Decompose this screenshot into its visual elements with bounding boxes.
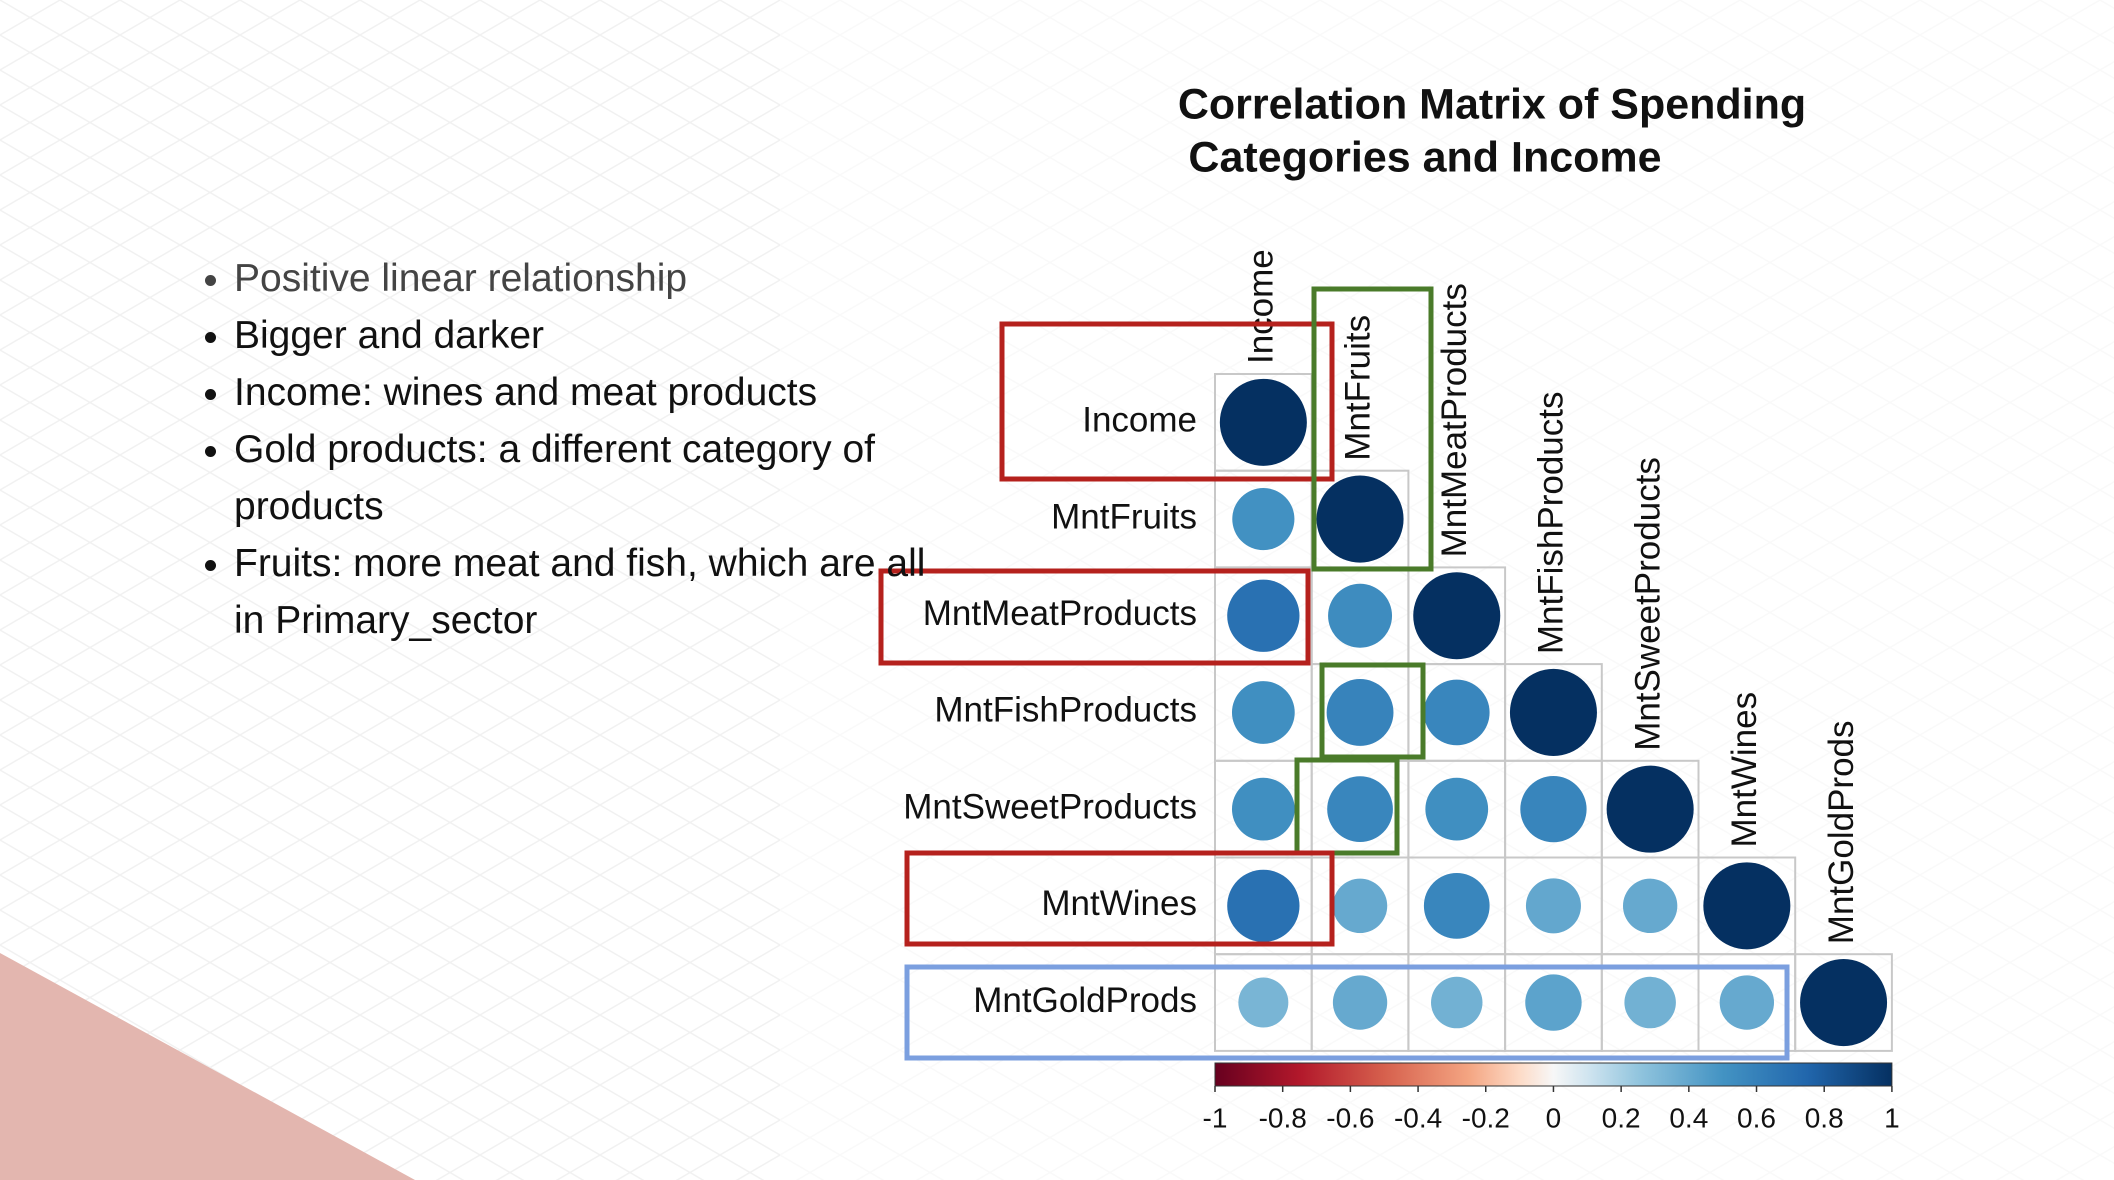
correlation-circle [1423,872,1490,939]
correlation-circle [1327,776,1393,843]
colorbar-tick-label: -0.6 [1326,1102,1374,1133]
chart-title: Categories and Income [1188,133,1661,181]
column-label: Income [1242,249,1281,364]
correlation-circle [1425,777,1489,841]
correlation-circle [1231,681,1295,744]
cell [1794,953,1893,1052]
column-label: MntSweetProducts [1628,457,1667,751]
correlation-circle [1227,579,1300,652]
correlation-circle [1525,974,1582,1031]
correlation-circle [1520,776,1587,843]
highlight-box [1294,757,1400,856]
row-label: MntFruits [1051,497,1197,536]
correlation-circle [1431,976,1483,1029]
row-label: MntWines [1041,884,1197,923]
correlation-circle [1719,975,1775,1030]
bullet: Bigger and darker [234,307,934,364]
correlation-circle [1332,878,1388,934]
chart-title: Correlation Matrix of Spending [1178,80,1806,128]
bullet: Positive linear relationship [234,250,934,307]
highlight-box [1319,662,1426,760]
bullet: Income: wines and meat products [234,364,934,421]
correlation-circle [1703,862,1791,950]
correlation-circle [1423,679,1490,746]
row-label: MntGoldProds [973,981,1197,1020]
correlation-circle [1227,869,1300,942]
correlation-circle [1326,679,1394,746]
column-label: MntFishProducts [1532,392,1571,655]
colorbar-tick-label: 1 [1884,1102,1900,1133]
correlation-circle [1606,765,1694,853]
plot: Income Income MntFruits MntFruits MntMeatPro… [903,249,1899,1133]
correlation-circle [1525,878,1581,934]
correlation-circle [1622,878,1678,934]
correlation-circle [1413,572,1501,660]
colorbar-tick-label: -0.8 [1259,1102,1307,1133]
correlation-circle [1232,487,1295,551]
correlation-circle [1328,583,1393,648]
row-label: MntMeatProducts [923,594,1197,633]
colorbar-tick-label: -1 [1203,1102,1228,1133]
column-label: MntGoldProds [1822,720,1861,944]
highlight-box [1311,286,1434,572]
bullet-list: Positive linear relationshipBigger and d… [166,250,934,649]
colorbar-tick-label: 0.2 [1602,1102,1641,1133]
column-label: MntFruits [1338,315,1377,461]
colorbar-tick-label: -0.4 [1394,1102,1442,1133]
colorbar [1214,1062,1893,1087]
colorbar-tick-label: -0.2 [1462,1102,1510,1133]
highlight-box [999,321,1335,482]
row-label: MntSweetProducts [903,787,1197,826]
colorbar-tick-label: 0 [1546,1102,1562,1133]
bullet: Gold products: a different category of p… [234,421,934,535]
colorbar-tick-label: 0.8 [1805,1102,1844,1133]
correlation-circle [1238,977,1289,1028]
bullet: Fruits: more meat and fish, which are al… [234,535,934,649]
highlights [878,286,1790,1061]
correlation-circle [1332,975,1388,1030]
correlation-circle [1219,378,1307,466]
corner-triangle [0,953,415,1180]
correlation-circle [1624,976,1676,1029]
row-label: Income [1082,401,1197,440]
highlight-box [878,568,1311,666]
highlight-box [904,964,1790,1061]
column-label: MntMeatProducts [1435,283,1474,557]
highlight-box [904,850,1335,947]
correlation-circle [1800,959,1888,1047]
column-label: MntWines [1725,692,1764,848]
correlation-circle [1231,777,1295,841]
correlation-circle [1316,475,1404,563]
colorbar-tick-label: 0.6 [1737,1102,1776,1133]
colorbar-tick-label: 0.4 [1669,1102,1708,1133]
correlation-circle [1509,668,1597,756]
row-label: MntFishProducts [934,691,1197,730]
